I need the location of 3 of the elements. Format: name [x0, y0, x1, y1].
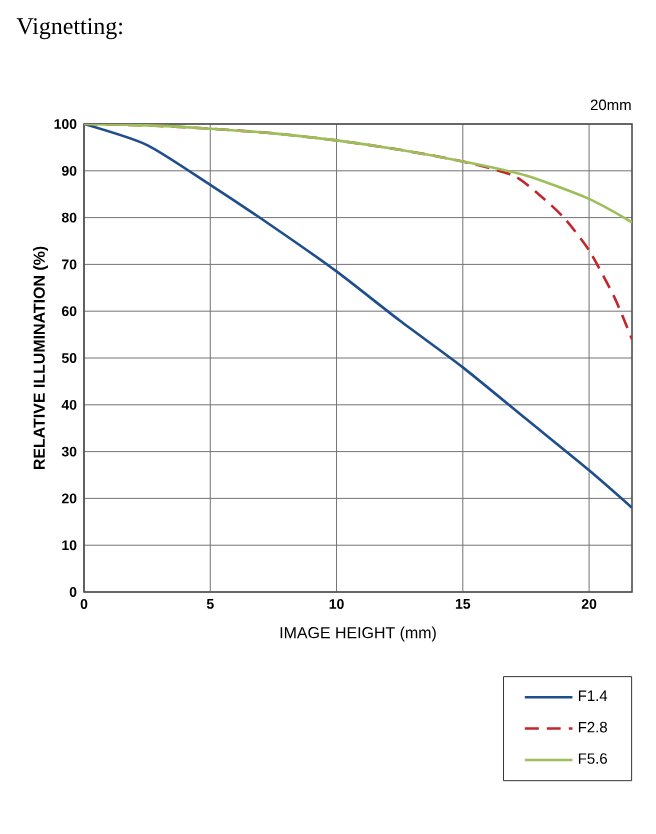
line-series [84, 123, 633, 510]
line-series [84, 123, 633, 224]
chart-title: Vignetting: [16, 18, 122, 40]
